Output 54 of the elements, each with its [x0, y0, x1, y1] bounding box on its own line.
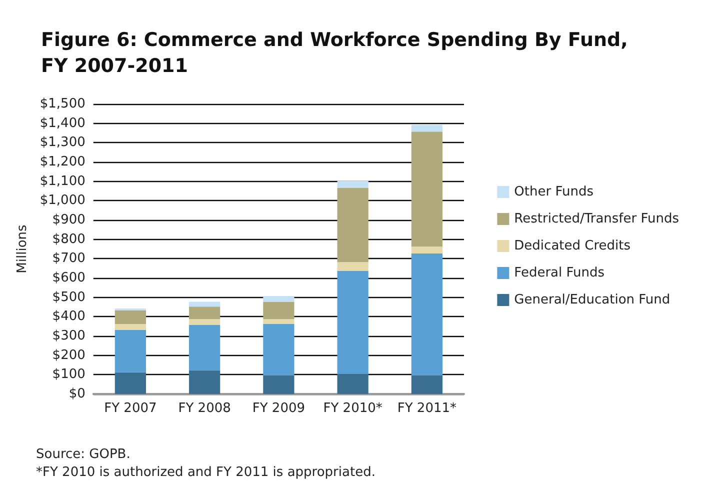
y-tick-label: $500: [52, 290, 86, 305]
bar: [114, 310, 146, 324]
x-tick-label: FY 2007: [104, 401, 157, 416]
bar: [114, 324, 146, 330]
source-note: Source: GOPB.: [36, 447, 130, 462]
legend-label: Restricted/Transfer Funds: [514, 212, 680, 226]
bar: [189, 302, 220, 307]
bar: [114, 330, 146, 372]
bar: [189, 319, 220, 325]
bar: [189, 306, 220, 320]
legend-label: Federal Funds: [514, 266, 605, 280]
bar: [189, 370, 220, 394]
bar: [263, 296, 294, 302]
y-tick-label: $300: [52, 328, 86, 344]
legend-label: Other Funds: [514, 184, 594, 200]
bar: [114, 372, 146, 394]
y-axis-title: Millions: [15, 224, 30, 274]
bar: [411, 253, 443, 376]
y-tick-label: $400: [52, 309, 86, 324]
bar: [411, 132, 443, 247]
bar: [411, 375, 443, 394]
bar: [337, 188, 368, 262]
y-tick-label: $1,000: [40, 193, 86, 208]
x-tick-label: FY 2008: [178, 401, 231, 416]
text: *FY 2010 is authorized and FY 2011 is appropriated.: [36, 465, 376, 480]
y-tick-label: $1,200: [40, 154, 86, 170]
y-tick-label: $1,500: [40, 96, 86, 112]
bar: [337, 262, 368, 271]
x-tick-label: FY 2009: [252, 401, 306, 416]
bar: [189, 324, 220, 370]
legend-label: Dedicated Credits: [514, 238, 631, 254]
bar: [411, 124, 443, 132]
y-tick-label: $1,400: [40, 116, 86, 131]
bar: [337, 270, 368, 374]
y-tick-label: $700: [52, 251, 86, 266]
bar: [263, 324, 294, 376]
y-tick-label: $1,300: [40, 135, 86, 150]
y-tick-label: $1,100: [40, 174, 86, 189]
y-tick-label: $0: [68, 386, 86, 402]
bar: [263, 319, 294, 324]
bar: [337, 374, 368, 394]
x-tick-label: FY 2010*: [323, 401, 383, 416]
bar: [411, 246, 443, 254]
y-tick-label: $200: [52, 348, 86, 363]
y-tick-label: $900: [52, 212, 86, 228]
bar: [263, 302, 294, 320]
x-tick-label: FY 2011*: [397, 401, 458, 416]
y-tick-label: $800: [52, 232, 86, 247]
y-tick-label: $600: [52, 270, 86, 286]
bar: [263, 375, 294, 394]
legend-label: General/Education Fund: [514, 292, 670, 308]
bar: [337, 180, 368, 188]
chart-title: Figure 6: Commerce and Workforce Spending By Fund, FY 2007-2011: [41, 29, 628, 77]
y-tick-label: $100: [52, 367, 86, 382]
